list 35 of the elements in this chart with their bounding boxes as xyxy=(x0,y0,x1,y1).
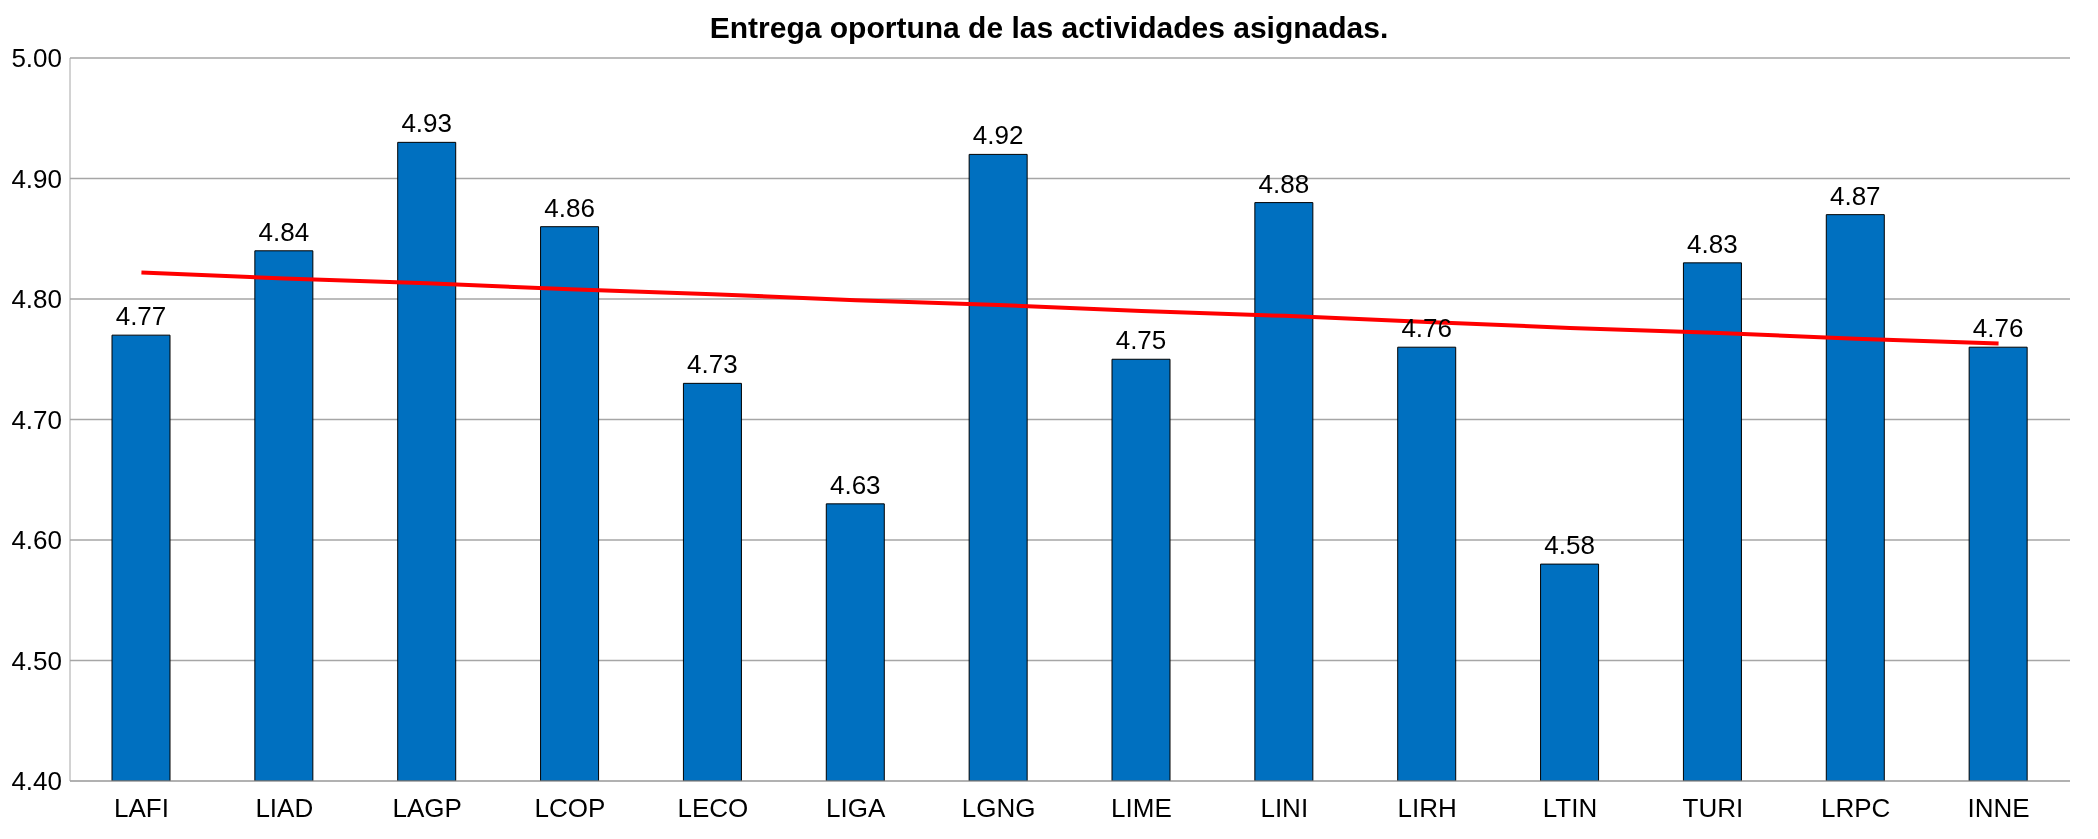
x-tick-label: LINI xyxy=(1260,793,1309,824)
data-label: 4.76 xyxy=(1972,313,2024,344)
y-tick-label: 5.00 xyxy=(11,43,62,74)
y-tick-label: 4.50 xyxy=(11,645,62,676)
x-tick-label: LIGA xyxy=(826,793,886,824)
data-label: 4.75 xyxy=(1115,325,1167,356)
x-tick-label: TURI xyxy=(1682,793,1744,824)
y-tick-label: 4.70 xyxy=(11,404,62,435)
data-label: 4.77 xyxy=(115,301,167,332)
data-label: 4.84 xyxy=(258,216,310,247)
data-label: 4.93 xyxy=(401,108,453,139)
y-tick-label: 4.80 xyxy=(11,284,62,315)
data-label: 4.58 xyxy=(1544,530,1595,561)
x-tick-label: INNE xyxy=(1967,793,2030,824)
x-tick-label: LAFI xyxy=(113,793,169,824)
data-label: 4.92 xyxy=(972,120,1024,151)
data-label: 4.83 xyxy=(1687,228,1738,259)
x-tick-label: LTIN xyxy=(1542,793,1598,824)
data-label: 4.73 xyxy=(687,349,738,380)
data-label: 4.88 xyxy=(1258,168,1310,199)
x-tick-label: LIRH xyxy=(1397,793,1457,824)
x-tick-label: LCOP xyxy=(534,793,606,824)
y-tick-label: 4.90 xyxy=(11,163,62,194)
x-tick-label: LECO xyxy=(677,793,749,824)
chart-title: Entrega oportuna de las actividades asignadas. xyxy=(709,11,1389,44)
x-tick-label: LAGP xyxy=(392,793,462,824)
x-tick-label: LRPC xyxy=(1821,793,1891,824)
x-tick-label: LIME xyxy=(1111,793,1172,824)
y-tick-label: 4.40 xyxy=(11,766,62,797)
x-tick-label: LGNG xyxy=(961,793,1036,824)
data-label: 4.87 xyxy=(1829,180,1881,211)
data-label: 4.63 xyxy=(829,469,881,500)
x-tick-label: LIAD xyxy=(255,793,314,824)
y-tick-label: 4.60 xyxy=(11,525,62,556)
data-label: 4.86 xyxy=(544,192,595,223)
